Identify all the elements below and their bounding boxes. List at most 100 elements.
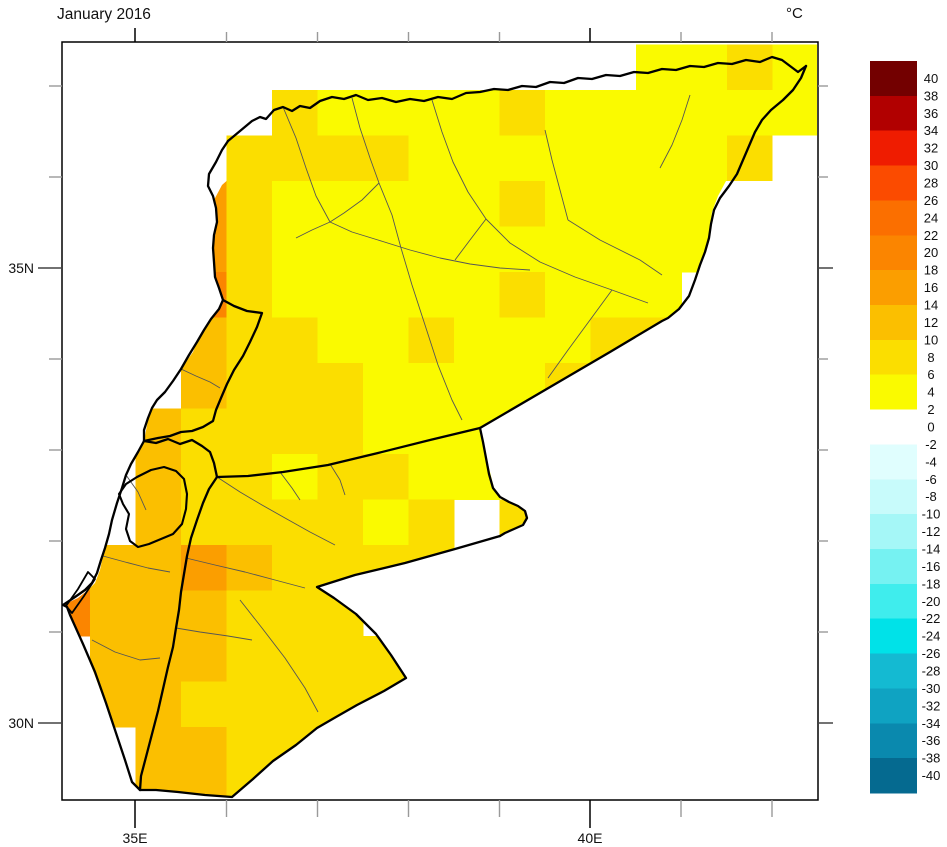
grid-cell <box>590 90 637 137</box>
grid-cell <box>363 90 410 137</box>
colorbar-block <box>870 305 917 341</box>
grid-cell <box>590 226 637 273</box>
grid-cell <box>317 499 364 546</box>
grid-cell <box>636 317 683 364</box>
grid-cell <box>226 226 273 273</box>
colorbar-tick-label: 2 <box>927 402 934 417</box>
grid-cell <box>272 408 319 455</box>
colorbar-block <box>870 374 917 411</box>
grid-cell <box>63 545 91 592</box>
colorbar-block <box>870 479 917 515</box>
grid-cell <box>499 317 546 364</box>
grid-cell <box>363 681 410 728</box>
colorbar-tick-label: 36 <box>924 106 938 121</box>
colorbar-block <box>870 61 917 97</box>
grid-cell <box>408 90 455 137</box>
grid-cell <box>363 363 410 410</box>
colorbar-tick-label: -38 <box>922 751 941 766</box>
colorbar-block <box>870 758 917 794</box>
grid-cell <box>90 636 137 683</box>
grid-cell <box>317 408 364 455</box>
grid-cell <box>545 226 592 273</box>
grid-cell <box>272 317 319 364</box>
colorbar-tick-label: 30 <box>924 158 938 173</box>
colorbar-block <box>870 549 917 585</box>
grid-cell <box>408 135 455 182</box>
grid-cell <box>317 226 364 273</box>
grid-cell <box>454 135 501 182</box>
colorbar-tick-label: -28 <box>922 664 941 679</box>
colorbar-block <box>870 130 917 167</box>
grid-cell <box>226 727 273 774</box>
colorbar-tick-label: 32 <box>924 141 938 156</box>
grid-cell <box>363 272 410 319</box>
grid-cell <box>636 272 683 319</box>
colorbar-tick-label: 6 <box>927 367 934 382</box>
grid-cell <box>772 90 817 137</box>
colorbar-block <box>870 514 917 550</box>
grid-cell <box>499 181 546 228</box>
mediterranean-coastline <box>61 139 230 609</box>
grid-cell <box>454 226 501 273</box>
colorbar-tick-label: 26 <box>924 193 938 208</box>
colorbar-block <box>870 618 917 655</box>
axis-ticks <box>38 28 833 828</box>
grid-cell <box>363 454 410 501</box>
syria-lebanon-border <box>142 298 264 443</box>
colorbar-tick-label: -16 <box>922 559 941 574</box>
grid-cell <box>317 317 364 364</box>
grid-cell <box>181 636 228 683</box>
grid-cell <box>545 90 592 137</box>
colorbar-block <box>870 235 917 271</box>
colorbar-tick-label: 10 <box>924 332 938 347</box>
grid-cell <box>272 135 319 182</box>
grid-cell <box>408 181 455 228</box>
grid-cell <box>272 681 319 728</box>
grid-cell <box>317 90 364 137</box>
jordan-saudi-border <box>138 534 502 799</box>
grid-cell <box>135 545 182 592</box>
grid-cell <box>317 636 364 683</box>
map-frame <box>61 41 819 801</box>
grid-cell <box>454 181 501 228</box>
grid-cell <box>226 636 273 683</box>
grid-cell <box>226 181 273 228</box>
grid-cell <box>135 590 182 637</box>
colorbar-block <box>870 165 917 201</box>
colorbar-tick-label: -2 <box>925 437 937 452</box>
x-axis-label: 40E <box>578 830 603 846</box>
grid-cell <box>681 181 728 228</box>
grid-cell <box>226 545 273 592</box>
colorbar-tick-label: 18 <box>924 263 938 278</box>
grid-cell <box>545 317 592 364</box>
grid-cell <box>499 499 546 546</box>
country-borders <box>61 55 808 799</box>
colorbar-tick-label: -12 <box>922 524 941 539</box>
admin-borders <box>91 94 691 713</box>
colorbar: 4038363432302826242220181614121086420-2-… <box>870 61 940 794</box>
grid-cell <box>681 90 728 137</box>
colorbar-tick-label: 0 <box>927 420 934 435</box>
grid-cell <box>181 181 228 228</box>
grid-cell <box>135 499 182 546</box>
grid-cell <box>499 90 546 137</box>
colorbar-tick-label: -18 <box>922 576 941 591</box>
grid-cell <box>636 135 683 182</box>
y-axis-label: 30N <box>8 715 34 731</box>
grid-cell <box>363 135 410 182</box>
grid-cell <box>590 135 637 182</box>
grid-cell <box>226 408 273 455</box>
colorbar-tick-label: 40 <box>924 71 938 86</box>
grid-cell <box>408 499 455 546</box>
colorbar-tick-label: 12 <box>924 315 938 330</box>
colorbar-block <box>870 409 917 445</box>
grid-cell <box>272 272 319 319</box>
grid-cell <box>181 590 228 637</box>
grid-cell <box>408 454 455 501</box>
colorbar-tick-label: 38 <box>924 88 938 103</box>
grid-cell <box>545 135 592 182</box>
grid-cell <box>90 590 137 637</box>
grid-cell <box>272 636 319 683</box>
